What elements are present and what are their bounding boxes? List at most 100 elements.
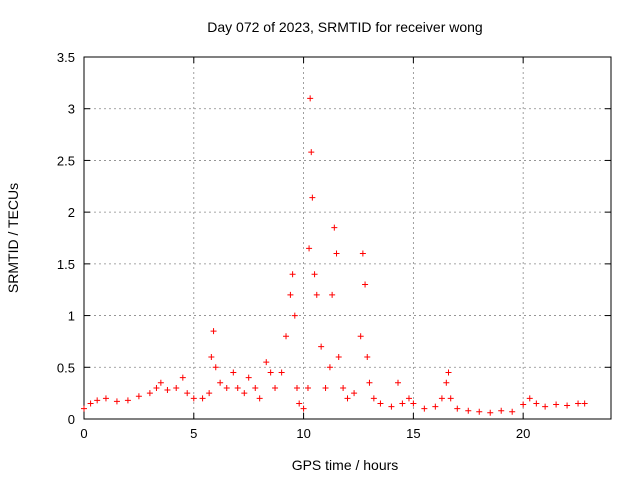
- data-point: [331, 224, 338, 231]
- data-point: [146, 390, 153, 397]
- data-point: [287, 291, 294, 298]
- data-point: [443, 379, 450, 386]
- x-tick-label: 5: [190, 426, 197, 441]
- y-tick-label: 3: [68, 102, 75, 117]
- data-point: [272, 384, 279, 391]
- data-point: [87, 400, 94, 407]
- grid: [84, 57, 611, 419]
- data-point: [283, 333, 290, 340]
- data-point: [388, 403, 395, 410]
- data-point: [335, 353, 342, 360]
- data-point: [206, 390, 213, 397]
- data-point: [267, 369, 274, 376]
- data-point: [364, 353, 371, 360]
- axis-ticks: [83, 56, 611, 420]
- data-point: [357, 333, 364, 340]
- data-point: [245, 374, 252, 381]
- data-point: [553, 401, 560, 408]
- data-point: [153, 384, 160, 391]
- data-point: [234, 384, 241, 391]
- data-point: [465, 407, 472, 414]
- chart-title: Day 072 of 2023, SRMTID for receiver won…: [207, 19, 482, 35]
- data-point: [318, 343, 325, 350]
- x-axis-label: GPS time / hours: [292, 457, 399, 473]
- data-point: [410, 400, 417, 407]
- data-point: [542, 403, 549, 410]
- data-point: [575, 400, 582, 407]
- data-point: [313, 291, 320, 298]
- data-point: [124, 397, 131, 404]
- data-point: [306, 245, 313, 252]
- data-point: [113, 398, 120, 405]
- data-point: [157, 379, 164, 386]
- data-point: [102, 395, 109, 402]
- data-point: [454, 405, 461, 412]
- data-point: [212, 364, 219, 371]
- data-point: [399, 400, 406, 407]
- data-point: [223, 384, 230, 391]
- data-point: [304, 384, 311, 391]
- data-point: [432, 403, 439, 410]
- data-point: [329, 291, 336, 298]
- data-point: [210, 328, 217, 335]
- data-point: [173, 384, 180, 391]
- data-point: [252, 384, 259, 391]
- data-point: [307, 95, 314, 102]
- data-point: [322, 384, 329, 391]
- y-tick-label: 0: [68, 412, 75, 427]
- y-tick-labels: 0 0.5 1 1.5 2 2.5 3 3.5: [57, 50, 75, 427]
- data-point: [581, 400, 588, 407]
- data-point: [256, 395, 263, 402]
- data-point: [326, 364, 333, 371]
- x-tick-labels: 0 5 10 15 20: [80, 426, 530, 441]
- y-tick-label: 1: [68, 309, 75, 324]
- data-point: [487, 409, 494, 416]
- data-point: [509, 408, 516, 415]
- data-point: [300, 405, 307, 412]
- data-point: [333, 250, 340, 257]
- data-point: [526, 395, 533, 402]
- data-point: [241, 390, 248, 397]
- data-points: [81, 95, 588, 416]
- data-point: [296, 400, 303, 407]
- x-tick-label: 10: [296, 426, 310, 441]
- x-tick-label: 20: [516, 426, 530, 441]
- data-point: [199, 395, 206, 402]
- data-point: [184, 390, 191, 397]
- y-tick-label: 2: [68, 205, 75, 220]
- data-point: [164, 387, 171, 394]
- data-point: [370, 395, 377, 402]
- data-point: [447, 395, 454, 402]
- x-tick-label: 0: [80, 426, 87, 441]
- data-point: [278, 369, 285, 376]
- data-point: [289, 271, 296, 278]
- data-point: [405, 395, 412, 402]
- y-tick-label: 0.5: [57, 360, 75, 375]
- data-point: [438, 395, 445, 402]
- data-point: [179, 374, 186, 381]
- data-point: [81, 405, 87, 412]
- data-point: [351, 390, 358, 397]
- data-point: [359, 250, 366, 257]
- data-point: [208, 353, 215, 360]
- data-point: [291, 312, 298, 319]
- data-point: [190, 395, 197, 402]
- data-point: [135, 393, 142, 400]
- data-point: [230, 369, 237, 376]
- y-axis-label: SRMTID / TECUs: [5, 183, 21, 293]
- data-point: [94, 397, 101, 404]
- data-point: [564, 402, 571, 409]
- x-tick-label: 15: [406, 426, 420, 441]
- data-point: [308, 149, 315, 156]
- data-point: [377, 400, 384, 407]
- data-point: [421, 405, 428, 412]
- data-point: [533, 400, 540, 407]
- data-point: [217, 379, 224, 386]
- y-tick-label: 1.5: [57, 257, 75, 272]
- plot-frame: [83, 56, 612, 420]
- y-tick-label: 2.5: [57, 153, 75, 168]
- data-point: [498, 407, 505, 414]
- data-point: [476, 408, 483, 415]
- data-point: [366, 379, 373, 386]
